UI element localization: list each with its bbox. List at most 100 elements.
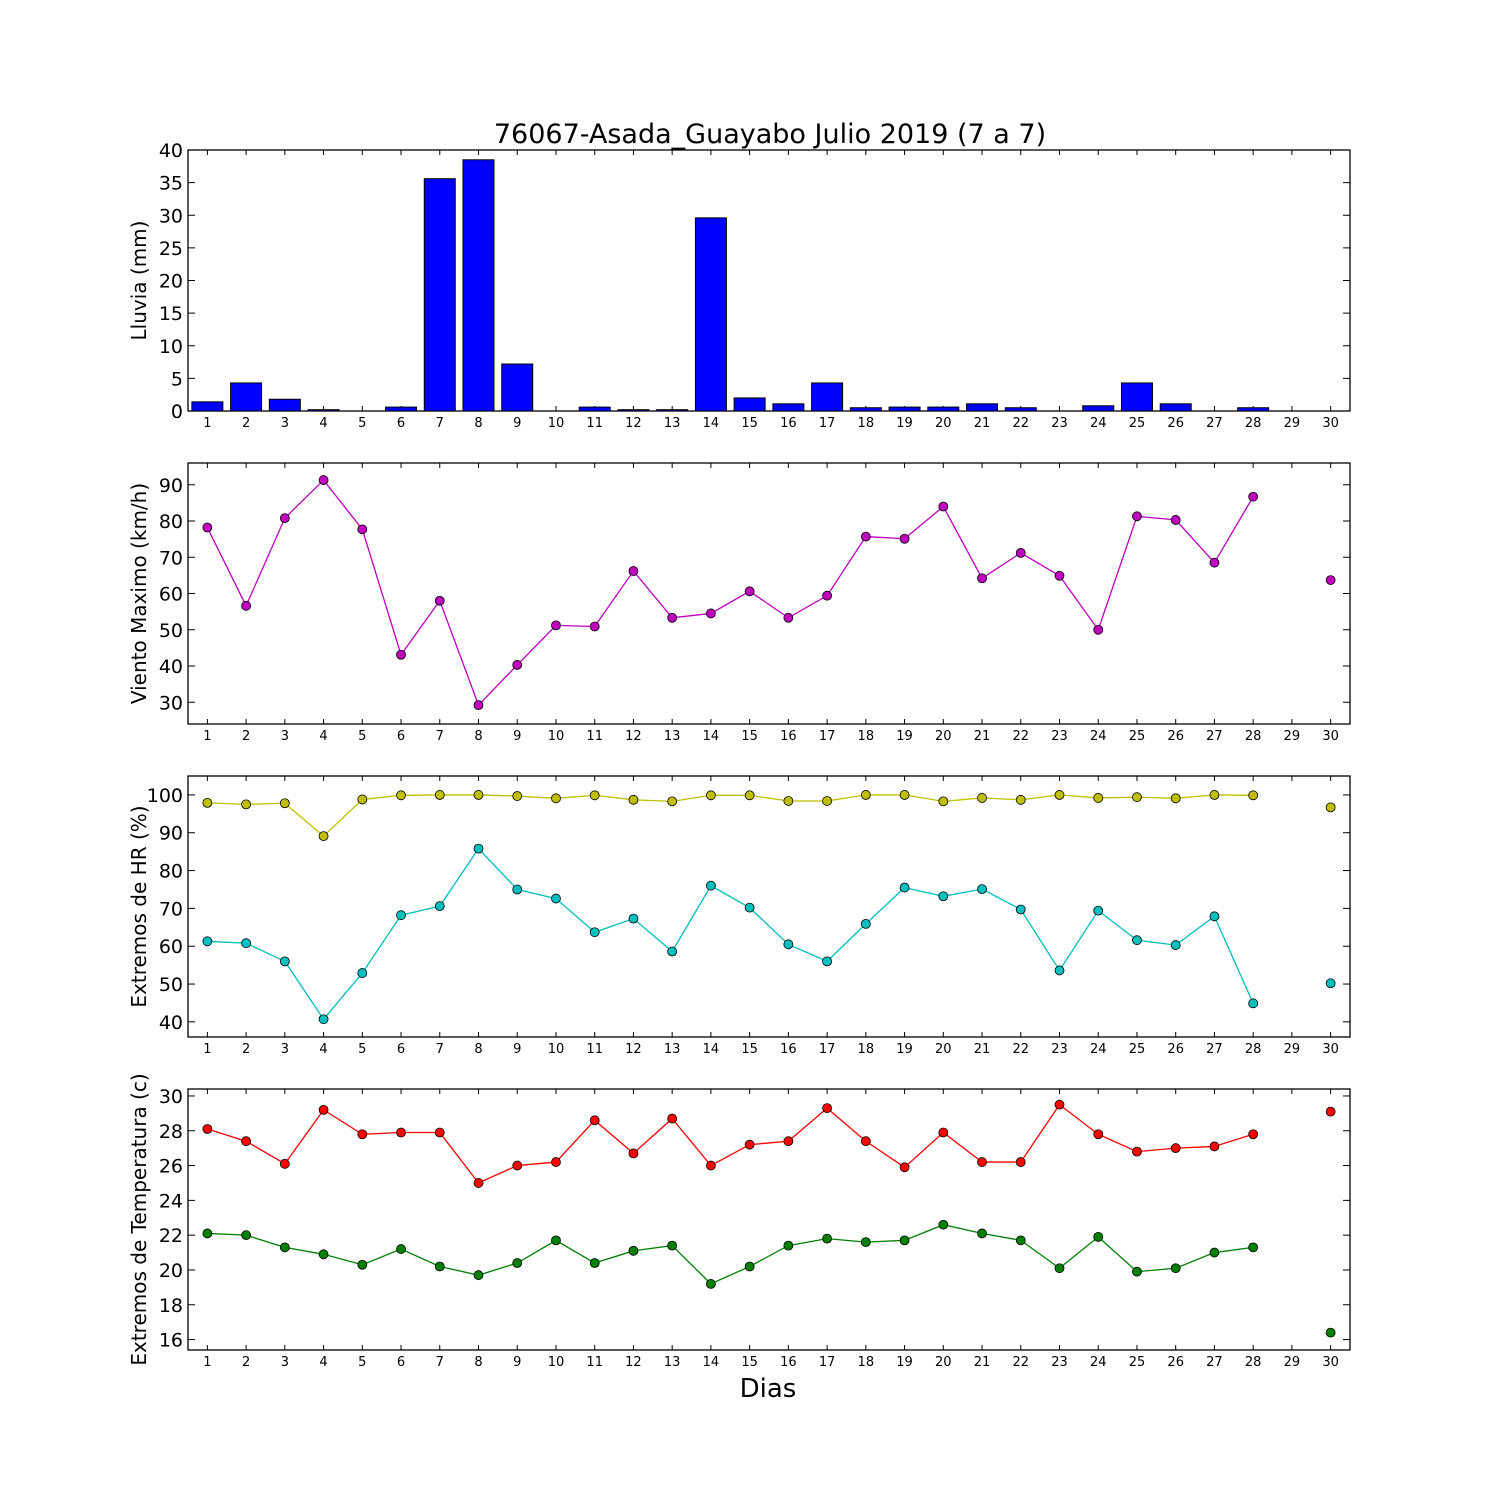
x-tick-label: 15	[741, 416, 758, 431]
data-point	[1132, 511, 1142, 522]
data-point	[473, 1270, 484, 1281]
data-point	[589, 927, 600, 938]
data-point	[1209, 1247, 1220, 1258]
x-tick-label: 7	[436, 1042, 444, 1057]
data-point	[396, 1244, 406, 1254]
series-line	[207, 1224, 1254, 1285]
data-point	[938, 1219, 949, 1230]
x-tick-label: 7	[436, 729, 444, 744]
panel-2: 1 2 3 4 5 6 7 8 9 10 11 12 13 14 15 16 17 18 19 20 21 22 23 24 2…	[127, 462, 1351, 744]
rain-bar	[307, 409, 340, 412]
plot-area	[187, 149, 1351, 412]
x-tick-label: 29	[1284, 416, 1301, 431]
x-tick-label: 8	[474, 729, 482, 744]
plot-area	[187, 775, 1351, 1038]
data-point	[1325, 1106, 1336, 1117]
data-point	[1170, 1263, 1181, 1274]
y-tick-label: 30	[159, 692, 183, 714]
x-tick-label: 18	[858, 1355, 875, 1370]
data-point	[202, 522, 213, 533]
y-tick-label: 70	[159, 898, 183, 920]
data-point	[860, 1237, 871, 1248]
x-tick-label: 9	[513, 1042, 521, 1057]
data-point	[706, 1160, 716, 1171]
x-tick-label: 6	[397, 729, 405, 744]
x-tick-label: 18	[858, 416, 875, 431]
data-point	[938, 891, 949, 902]
x-tick-label: 27	[1206, 1355, 1223, 1370]
x-tick-label: 20	[935, 416, 952, 431]
data-point	[318, 1014, 329, 1025]
x-tick-label: 5	[358, 1042, 366, 1057]
data-point	[1015, 1157, 1026, 1167]
x-tick-label: 7	[436, 416, 444, 431]
data-point	[1325, 802, 1336, 813]
y-tick-label: 80	[159, 511, 183, 533]
data-point	[977, 793, 987, 803]
data-point	[396, 910, 406, 921]
y-tick-label: 70	[159, 547, 183, 569]
rain-bar	[617, 409, 650, 412]
x-tick-label: 3	[281, 416, 289, 431]
data-point	[1248, 1242, 1259, 1253]
x-tick-label: 16	[780, 416, 797, 431]
x-tick-label: 14	[703, 416, 720, 431]
x-tick-label: 29	[1284, 1355, 1301, 1370]
x-tick-label: 24	[1090, 416, 1107, 431]
data-point	[318, 1249, 329, 1260]
rain-bar	[578, 406, 611, 412]
data-point	[1170, 515, 1181, 525]
x-tick-label: 27	[1206, 1042, 1223, 1057]
x-tick-label: 23	[1051, 1042, 1068, 1057]
data-point	[241, 1230, 252, 1241]
data-point	[1248, 491, 1259, 502]
data-point	[822, 590, 832, 601]
data-point	[318, 831, 329, 842]
data-point	[1132, 1146, 1142, 1157]
data-point	[1054, 790, 1065, 800]
x-tick-label: 26	[1167, 416, 1184, 431]
data-point	[1132, 1266, 1142, 1277]
data-point	[899, 1162, 910, 1173]
y-tick-label: 26	[159, 1156, 183, 1178]
data-point	[1093, 905, 1104, 916]
y-tick-label: 28	[159, 1121, 183, 1143]
y-tick-label: 22	[159, 1225, 183, 1247]
data-point	[357, 1129, 368, 1140]
chart-panels: 1 2 3 4 5 6 7 8 9 10 11 12 13 14 15 16 17 18 19 20 21 22 23 24 2…	[127, 140, 1351, 1370]
data-point	[1054, 570, 1065, 581]
data-point	[473, 700, 484, 711]
x-tick-label: 28	[1245, 729, 1262, 744]
data-point	[279, 1158, 290, 1169]
rain-bar	[191, 401, 224, 412]
data-point	[357, 794, 368, 805]
rain-bar	[385, 406, 418, 412]
x-tick-label: 1	[203, 1355, 211, 1370]
x-tick-label: 6	[397, 1042, 405, 1057]
data-point	[706, 1278, 716, 1289]
x-tick-label: 30	[1322, 1355, 1339, 1370]
data-point	[1248, 998, 1259, 1009]
x-tick-label: 17	[819, 729, 836, 744]
x-tick-label: 19	[896, 729, 913, 744]
x-tick-label: 4	[319, 1355, 327, 1370]
data-point	[899, 533, 910, 544]
y-tick-label: 60	[159, 584, 183, 606]
x-tick-label: 1	[203, 1042, 211, 1057]
x-tick-label: 19	[896, 416, 913, 431]
series-line	[206, 479, 1254, 707]
rain-bar	[1159, 403, 1192, 412]
y-tick-label: 50	[159, 620, 183, 642]
x-tick-label: 21	[974, 729, 991, 744]
x-tick-label: 28	[1245, 416, 1262, 431]
x-tick-label: 25	[1129, 1042, 1146, 1057]
data-point	[977, 1157, 987, 1167]
data-point	[1054, 1099, 1065, 1110]
series-line	[207, 1103, 1254, 1184]
y-tick-label: 10	[159, 336, 183, 358]
data-point	[1170, 1143, 1181, 1154]
data-point	[473, 1178, 484, 1188]
rain-bar	[656, 409, 689, 412]
x-tick-label: 12	[625, 1042, 642, 1057]
data-point	[706, 608, 716, 619]
